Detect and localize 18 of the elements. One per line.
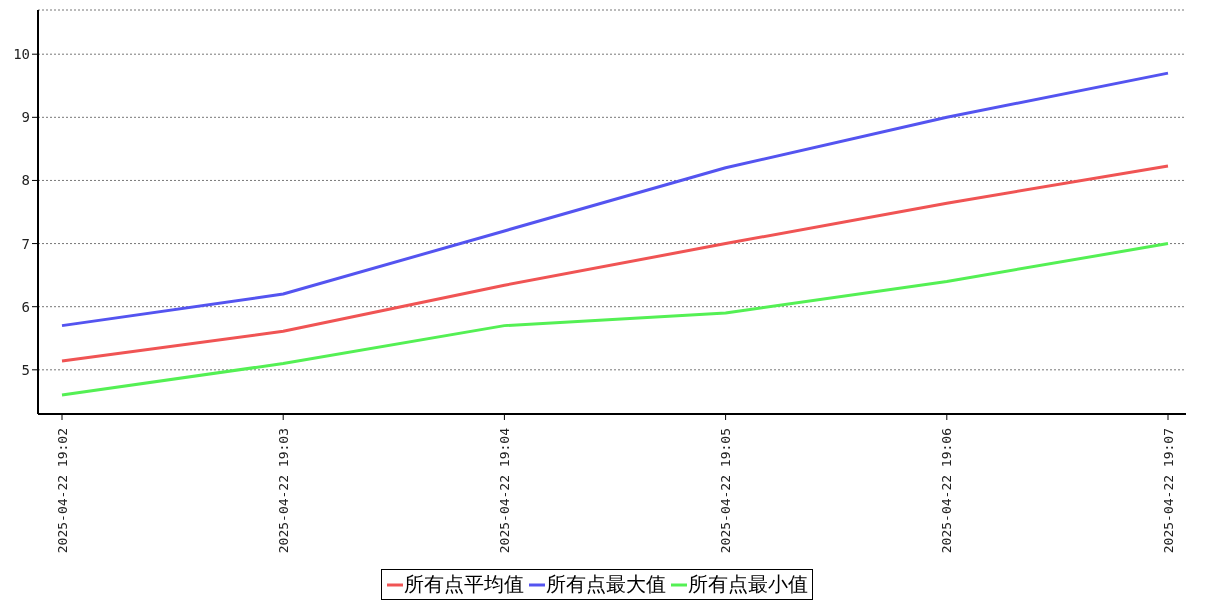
line-series [60,71,1170,328]
y-tick-label: 8 [21,172,30,189]
legend-label: 所有点平均值 [404,571,524,598]
legend-label: 所有点最小值 [688,571,808,598]
x-tick-label: 2025-04-22 19:04 [496,427,512,554]
x-tick-label: 2025-04-22 19:03 [275,428,291,554]
x-tick-label: 2025-04-22 19:07 [1160,428,1176,554]
legend-label: 所有点最大值 [546,571,666,598]
y-tick-label: 7 [21,235,30,252]
line-series [60,164,1170,363]
x-tick-label: 2025-04-22 19:06 [939,428,955,554]
y-tick-label: 5 [21,361,30,378]
y-tick-label: 10 [13,46,30,63]
line-series [60,242,1170,397]
x-tick-label: 2025-04-22 19:02 [54,428,70,554]
y-tick-label: 6 [21,298,30,315]
x-tick-label: 2025-04-22 19:05 [718,428,734,554]
y-tick-label: 9 [21,109,30,126]
